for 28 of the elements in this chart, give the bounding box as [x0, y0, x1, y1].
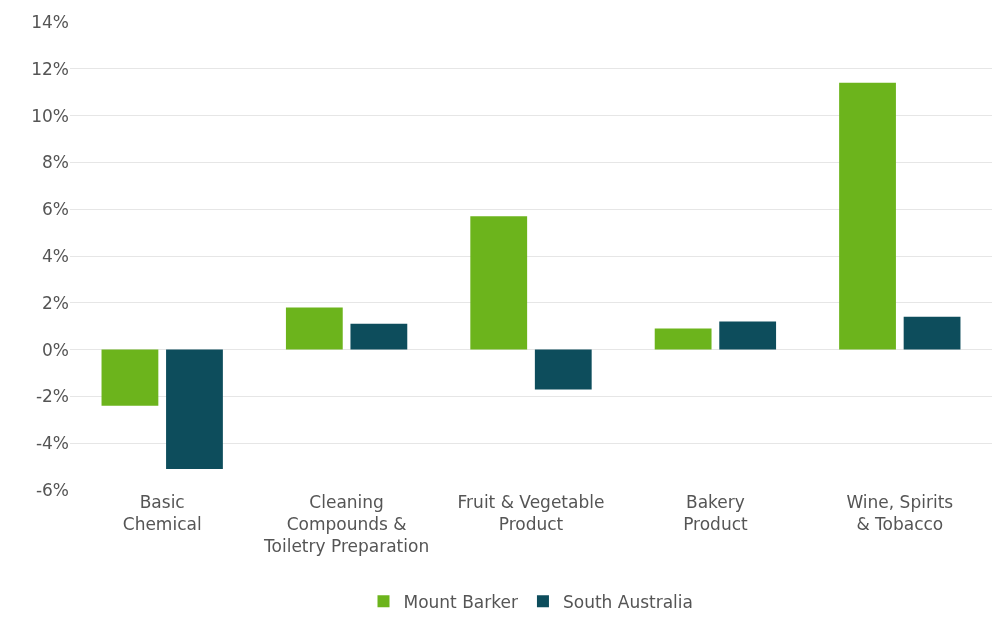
bar [719, 321, 777, 350]
bar [903, 316, 961, 350]
bar [101, 349, 159, 406]
y-tick-label: 4% [42, 245, 69, 266]
bar [470, 216, 528, 350]
bar [350, 323, 408, 350]
bar [654, 328, 712, 350]
y-tick-label: 6% [42, 199, 69, 220]
legend-label: Mount Barker [403, 591, 518, 612]
y-tick-label: 0% [42, 339, 69, 360]
x-tick-label: Bakery Product [683, 492, 749, 535]
bar [839, 82, 896, 350]
bar [285, 307, 343, 350]
y-tick-label: 2% [42, 292, 69, 313]
bar [166, 349, 223, 469]
y-tick-label: -4% [35, 433, 69, 454]
y-tick-label: 14% [31, 11, 69, 32]
y-tick-label: 12% [31, 58, 69, 79]
y-tick-label: 10% [31, 105, 69, 126]
x-tick-label: Fruit & Vegetable Product [457, 492, 605, 535]
y-tick-label: 8% [42, 152, 69, 173]
x-tick-label: Basic Chemical [122, 492, 202, 535]
bar [534, 349, 592, 390]
y-tick-label: -2% [35, 386, 69, 407]
legend-label: South Australia [562, 591, 693, 612]
x-tick-label: Cleaning Compounds & Toiletry Preparation [263, 492, 430, 557]
x-tick-label: Wine, Spirits & Tobacco [846, 492, 954, 535]
y-tick-label: -6% [35, 479, 69, 500]
